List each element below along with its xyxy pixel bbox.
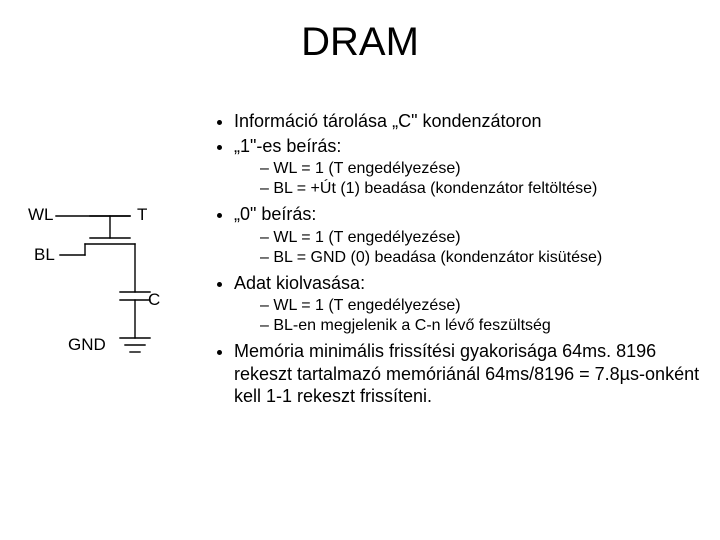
slide-title: DRAM: [0, 20, 720, 65]
sub-bullet-item: WL = 1 (T engedélyezése): [260, 296, 705, 316]
bullet-item: „0" beírás: WL = 1 (T engedélyezése)BL = …: [234, 203, 705, 268]
c-label: C: [148, 290, 160, 309]
bullet-text: „1"-es beírás:: [234, 136, 341, 156]
gnd-label: GND: [68, 335, 106, 354]
sub-bullet-item: BL-en megjelenik a C-n lévő feszültség: [260, 316, 705, 336]
bullet-item: Memória minimális frissítési gyakorisága…: [234, 340, 705, 408]
bullet-item: Információ tárolása „C" kondenzátoron: [234, 110, 705, 133]
slide: DRAM Információ tárolása „C" kondenzátor…: [0, 0, 720, 540]
sub-bullet-item: BL = +Út (1) beadása (kondenzátor feltöl…: [260, 179, 705, 199]
bullet-content: Információ tárolása „C" kondenzátoron „1"…: [210, 110, 705, 410]
bullet-text: Memória minimális frissítési gyakorisága…: [234, 341, 699, 406]
bullet-text: Adat kiolvasása:: [234, 273, 365, 293]
t-label: T: [137, 205, 147, 224]
bullet-item: Adat kiolvasása: WL = 1 (T engedélyezése)…: [234, 272, 705, 337]
bullet-text: Információ tárolása „C" kondenzátoron: [234, 111, 542, 131]
sub-bullet-item: BL = GND (0) beadása (kondenzátor kisüté…: [260, 248, 705, 268]
bullet-item: „1"-es beírás: WL = 1 (T engedélyezése)BL…: [234, 135, 705, 200]
bl-label: BL: [34, 245, 55, 264]
sub-bullet-item: WL = 1 (T engedélyezése): [260, 159, 705, 179]
dram-cell-diagram: WL T BL C GND: [20, 200, 210, 400]
sub-bullet-item: WL = 1 (T engedélyezése): [260, 228, 705, 248]
wl-label: WL: [28, 205, 54, 224]
bullet-text: „0" beírás:: [234, 204, 316, 224]
